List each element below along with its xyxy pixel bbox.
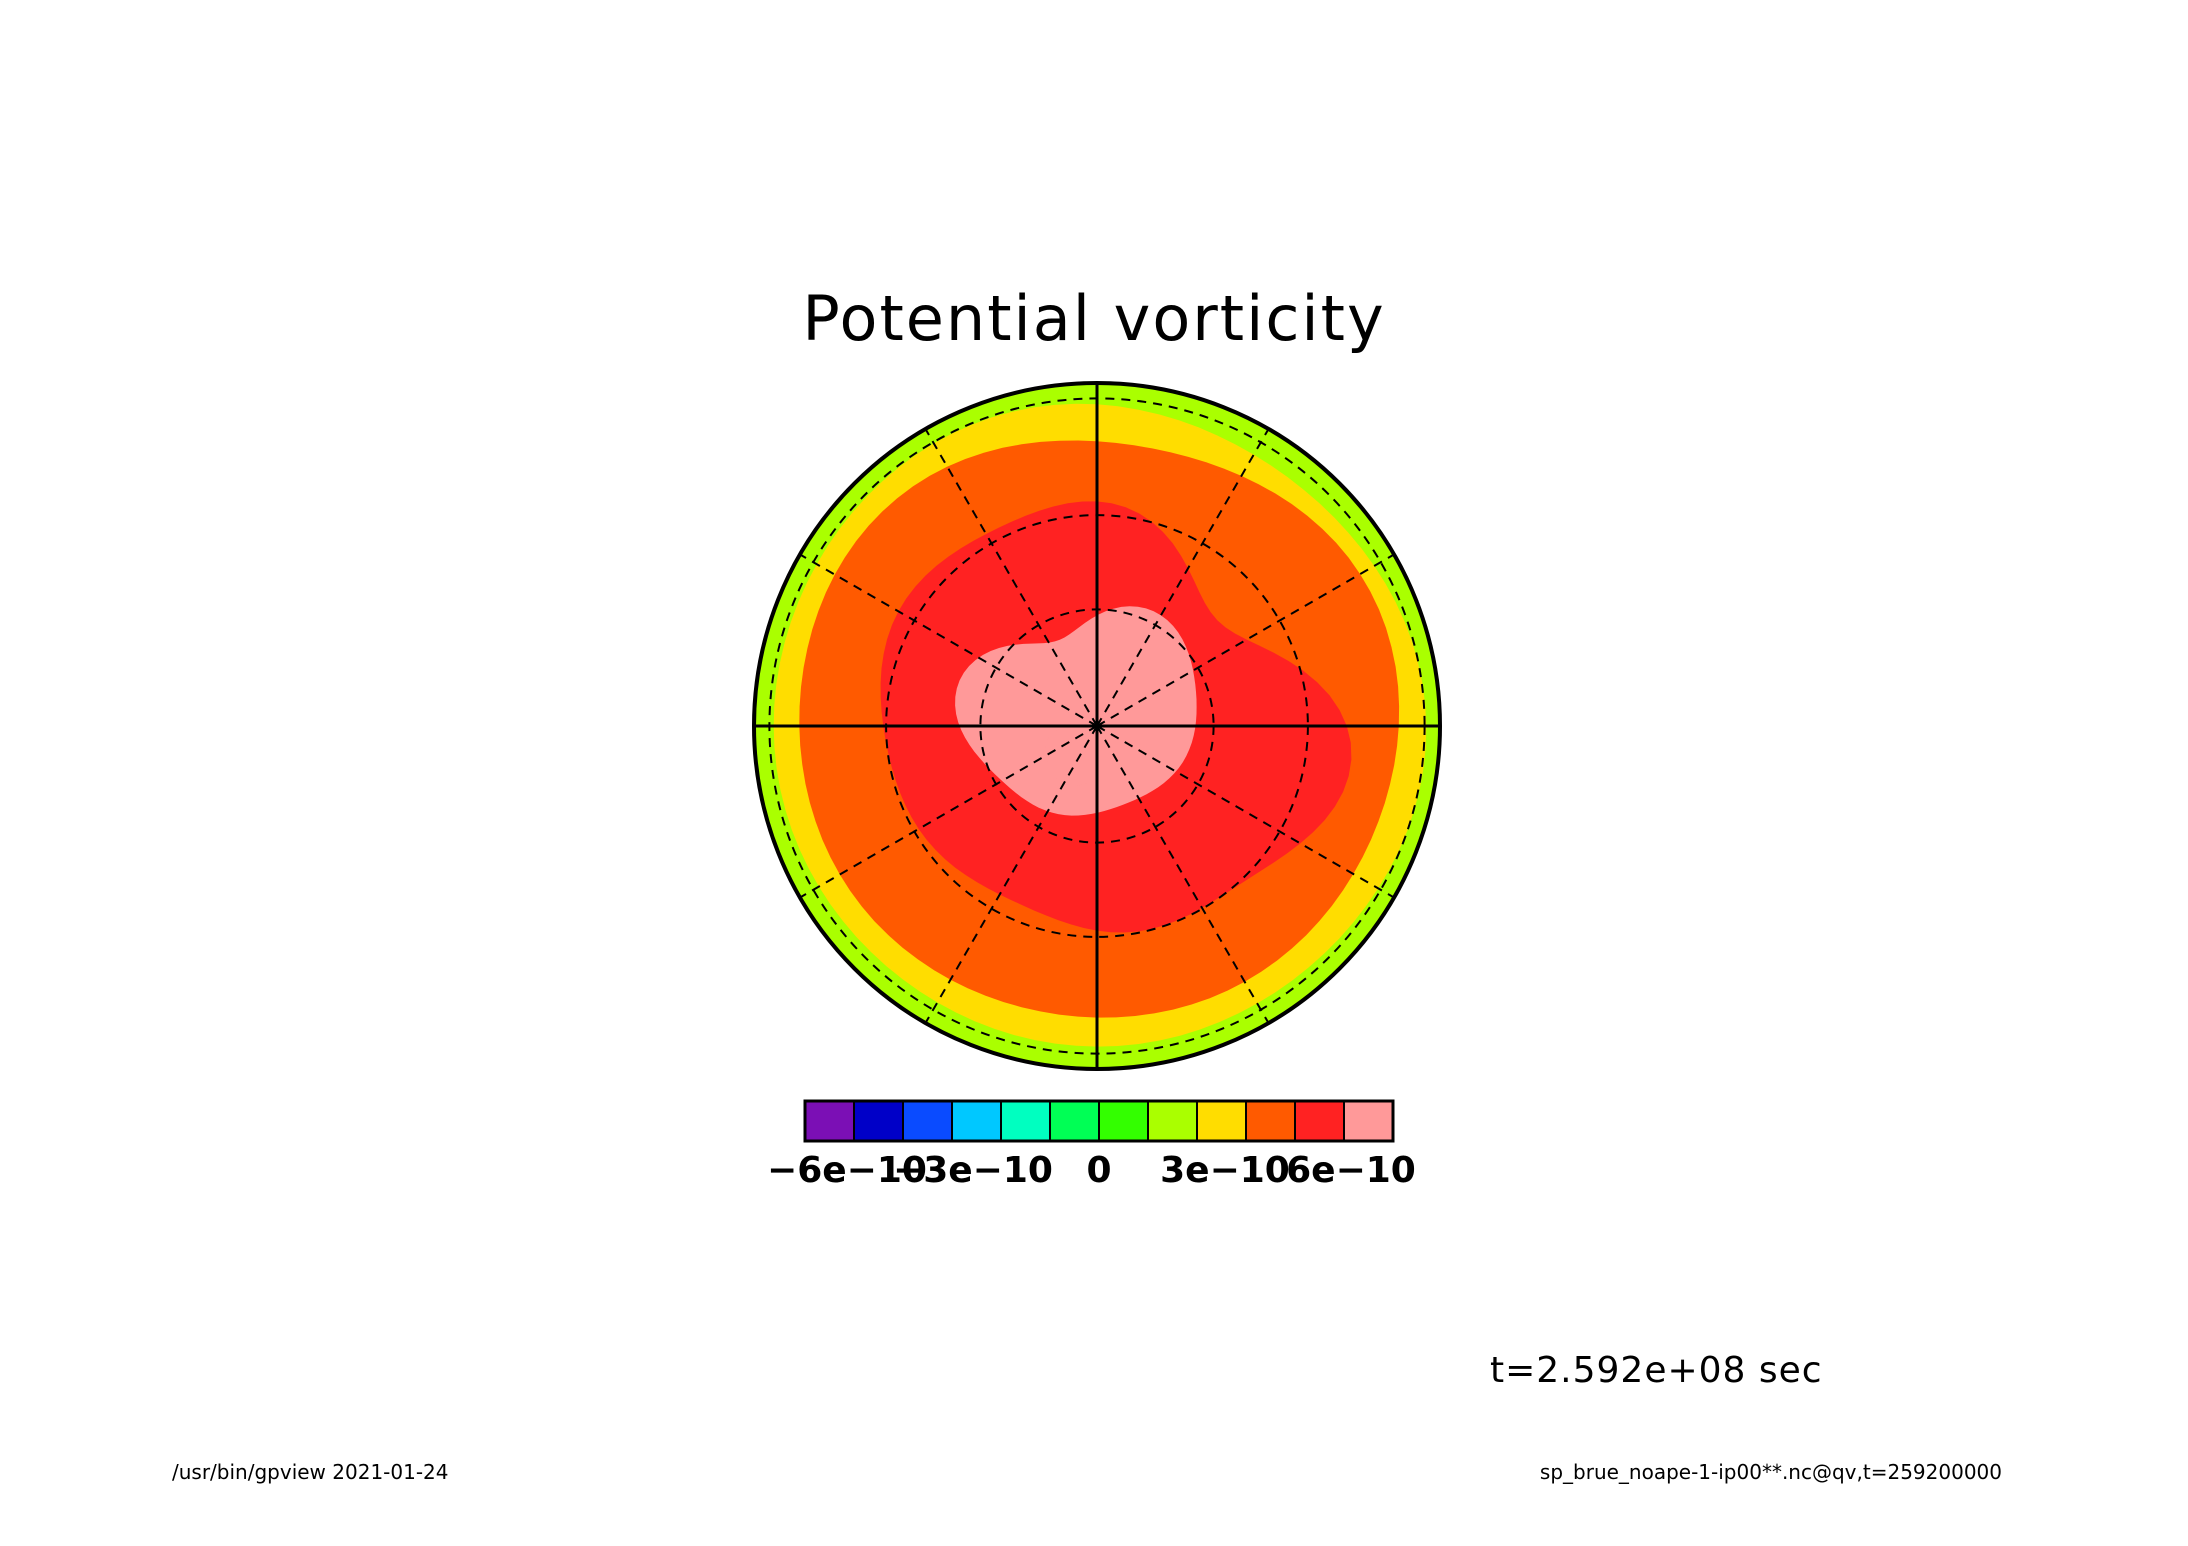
chart-title: Potential vorticity bbox=[802, 282, 1386, 355]
colorbar-swatch-5 bbox=[1049, 1100, 1100, 1142]
colorbar-tick-label: 3e−10 bbox=[1160, 1150, 1290, 1191]
colorbar-swatch-2 bbox=[902, 1100, 953, 1142]
colorbar-swatch-0 bbox=[804, 1100, 855, 1142]
time-label: t=2.592e+08 sec bbox=[1490, 1350, 1823, 1391]
colorbar-swatch-6 bbox=[1098, 1100, 1149, 1142]
colorbar-swatch-4 bbox=[1000, 1100, 1051, 1142]
footer-source-file: sp_brue_noape-1-ip00**.nc@qv,t=259200000 bbox=[1539, 1460, 2002, 1484]
disk-outline bbox=[752, 381, 1442, 1071]
footer-program-date: /usr/bin/gpview 2021-01-24 bbox=[172, 1460, 449, 1484]
polar-axes bbox=[752, 381, 1442, 1071]
colorbar-tick-label: 6e−10 bbox=[1286, 1150, 1416, 1191]
colorbar bbox=[803, 1099, 1395, 1143]
colorbar-tick-label: 0 bbox=[1086, 1150, 1112, 1191]
pv-region-polar-core bbox=[955, 606, 1197, 816]
colorbar-swatch-10 bbox=[1294, 1100, 1345, 1142]
colorbar-tick-label: −3e−10 bbox=[893, 1150, 1053, 1191]
colorbar-swatch-1 bbox=[853, 1100, 904, 1142]
colorbar-swatch-7 bbox=[1147, 1100, 1198, 1142]
colorbar-frame bbox=[803, 1099, 1395, 1143]
colorbar-swatch-9 bbox=[1245, 1100, 1296, 1142]
colorbar-swatch-3 bbox=[951, 1100, 1002, 1142]
colorbar-tick-label: −6e−10 bbox=[767, 1150, 927, 1191]
colorbar-swatch-8 bbox=[1196, 1100, 1247, 1142]
colorbar-swatch-11 bbox=[1343, 1100, 1394, 1142]
